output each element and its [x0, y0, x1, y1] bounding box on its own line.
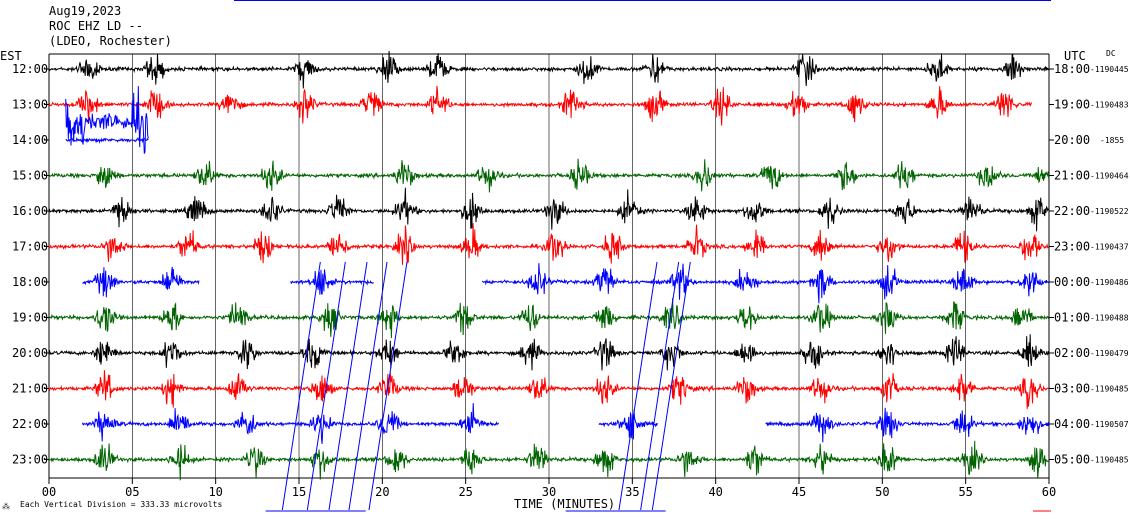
trace-2200	[765, 407, 1050, 443]
dc-offset-label: -1190486	[1090, 278, 1129, 287]
spike-line	[368, 261, 408, 511]
seismic-traces	[48, 50, 1050, 481]
x-tick-label: 15	[292, 485, 306, 499]
footer-symbol: ⁂	[2, 502, 10, 511]
trace-2300	[48, 440, 1050, 481]
trace-2100	[48, 370, 1050, 409]
x-tick-label: 45	[792, 485, 806, 499]
spike-line	[651, 261, 691, 511]
vertical-scale-note: Each Vertical Division = 333.33 microvol…	[20, 500, 222, 509]
right-timezone-label: UTC	[1064, 49, 1086, 63]
trace-1800	[481, 263, 1050, 304]
utc-hour-label: 20:00	[1054, 133, 1090, 147]
utc-hour-label: 23:00	[1054, 240, 1090, 254]
x-tick-label: 25	[458, 485, 472, 499]
left-timezone-label: EST	[0, 49, 22, 63]
trace-1200	[48, 50, 1050, 89]
x-tick-label: 40	[708, 485, 722, 499]
dc-offset-label: -1190488	[1090, 314, 1129, 323]
est-hour-label: 21:00	[12, 382, 48, 396]
record-date: Aug19,2023	[49, 4, 121, 18]
trace-1800	[82, 266, 200, 298]
dc-offset-label: -1190483	[1090, 101, 1129, 110]
bottom-gap-markers	[234, 0, 1051, 512]
est-hour-label: 17:00	[12, 240, 48, 254]
utc-hour-label: 05:00	[1054, 453, 1090, 467]
x-tick-label: 35	[625, 485, 639, 499]
utc-hour-label: 18:00	[1054, 62, 1090, 76]
minute-gridlines	[132, 54, 966, 478]
trace-2200	[598, 409, 658, 440]
dc-offset-label: -1190522	[1090, 207, 1129, 216]
utc-hour-label: 00:00	[1054, 275, 1090, 289]
dc-offset-label: -1190485	[1090, 456, 1129, 465]
utc-hour-label: 19:00	[1054, 98, 1090, 112]
utc-hour-label: 03:00	[1054, 382, 1090, 396]
trace-2000	[48, 334, 1050, 371]
est-hour-label: 23:00	[12, 453, 48, 467]
x-tick-label: 60	[1042, 485, 1056, 499]
dc-offset-label: -1190464	[1090, 172, 1129, 181]
trace-1600	[48, 187, 1049, 232]
utc-hour-label: 02:00	[1054, 346, 1090, 360]
utc-hour-label: 01:00	[1054, 311, 1090, 325]
trace-1500	[48, 158, 1050, 193]
x-tick-label: 00	[42, 485, 56, 499]
x-tick-label: 10	[208, 485, 222, 499]
trace-1400	[65, 137, 149, 144]
trace-2200	[81, 403, 499, 444]
trace-1700	[48, 223, 1050, 265]
dc-offset-label: -1190479	[1090, 349, 1129, 358]
dc-offset-label: -1190507	[1090, 420, 1129, 429]
dc-offset-label: -1855	[1100, 136, 1124, 145]
est-hour-label: 15:00	[12, 169, 48, 183]
x-axis-title: TIME (MINUTES)	[514, 497, 615, 511]
x-tick-label: 30	[542, 485, 556, 499]
utc-hour-label: 04:00	[1054, 417, 1090, 431]
network-name: (LDEO, Rochester)	[49, 34, 172, 48]
trace-1300	[48, 85, 1032, 126]
calibration-spikes	[281, 261, 691, 511]
dc-label: DC	[1106, 49, 1116, 58]
est-hour-label: 14:00	[12, 133, 48, 147]
x-tick-label: 55	[958, 485, 972, 499]
est-hour-label: 12:00	[12, 62, 48, 76]
utc-hour-label: 21:00	[1054, 169, 1090, 183]
spike-line	[618, 261, 658, 511]
station-code: ROC EHZ LD --	[49, 19, 143, 33]
est-hour-label: 22:00	[12, 417, 48, 431]
x-axis-ticks: 00 05 10 15 20 25 30 35 40 45 50 55 60	[42, 478, 1056, 499]
dc-offset-label: -1190445	[1090, 65, 1129, 74]
x-tick-label: 05	[125, 485, 139, 499]
trace-1800	[290, 269, 374, 295]
spike-line	[640, 261, 680, 511]
est-hour-label: 16:00	[12, 204, 48, 218]
x-tick-label: 20	[375, 485, 389, 499]
est-hour-label: 18:00	[12, 275, 48, 289]
spike-line	[328, 261, 368, 511]
est-hour-label: 19:00	[12, 311, 48, 325]
est-hour-label: 13:00	[12, 98, 48, 112]
utc-hour-label: 22:00	[1054, 204, 1090, 218]
trace-1900	[48, 298, 1050, 339]
dc-offset-label: -1190485	[1090, 385, 1129, 394]
trace-offset-blue	[65, 86, 149, 154]
x-tick-label: 50	[875, 485, 889, 499]
est-hour-label: 20:00	[12, 346, 48, 360]
dc-offset-label: -1190437	[1090, 243, 1129, 252]
spike-line	[281, 261, 321, 511]
spike-line	[348, 261, 388, 511]
spike-line	[306, 261, 346, 511]
